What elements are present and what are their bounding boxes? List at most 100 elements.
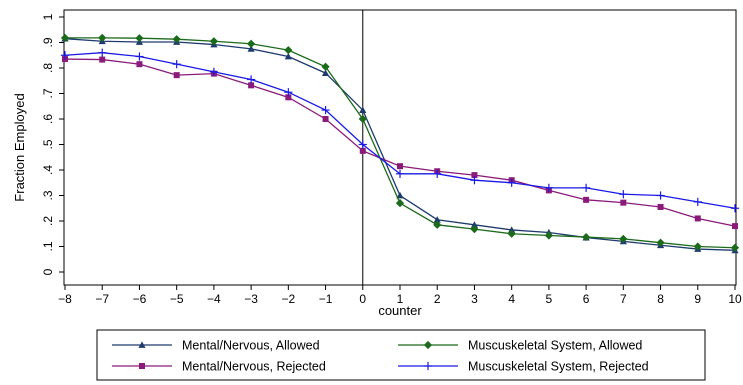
- x-tick-label: −5: [170, 292, 184, 306]
- data-point: [544, 183, 553, 192]
- legend-label: Muscuskeletal System, Rejected: [468, 360, 649, 374]
- legend-item: Muscuskeletal System, Rejected: [398, 360, 649, 374]
- series-line: [64, 38, 736, 251]
- data-point: [730, 204, 740, 213]
- x-tick-label: 4: [508, 292, 515, 306]
- y-tick-label: .6: [41, 114, 55, 124]
- legend-label: Mental/Nervous, Rejected: [182, 360, 326, 374]
- x-tick-label: 3: [471, 292, 478, 306]
- x-tick-label: −2: [281, 292, 295, 306]
- y-tick-label: .2: [41, 216, 55, 226]
- data-point: [470, 176, 479, 185]
- data-point: [582, 232, 591, 242]
- data-point: [99, 56, 106, 63]
- data-point: [619, 234, 628, 243]
- series-1: [60, 33, 740, 252]
- data-point: [395, 199, 405, 208]
- x-tick-label: 9: [694, 292, 701, 306]
- data-point: [619, 190, 628, 199]
- data-point: [693, 197, 702, 206]
- data-point: [395, 169, 405, 178]
- data-point: [694, 215, 701, 222]
- x-tick-label: 7: [620, 292, 627, 306]
- legend-label: Mental/Nervous, Allowed: [182, 339, 320, 353]
- plot-frame: [63, 9, 737, 286]
- y-axis-label: Fraction Employed: [12, 93, 27, 201]
- data-point: [358, 114, 367, 124]
- data-point: [321, 69, 330, 76]
- data-point: [732, 223, 738, 230]
- x-axis-label: counter: [378, 303, 422, 318]
- data-point: [656, 238, 665, 247]
- x-tick-label: −4: [207, 292, 221, 306]
- data-point: [693, 242, 702, 251]
- y-tick-label: .8: [41, 63, 55, 73]
- legend-box: [96, 329, 706, 381]
- x-tick-label: 0: [359, 292, 366, 306]
- data-point: [172, 60, 181, 69]
- x-tick-label: 6: [583, 292, 590, 306]
- data-point: [359, 106, 367, 113]
- data-point: [433, 169, 442, 178]
- legend-item: Mental/Nervous, Rejected: [112, 360, 326, 374]
- legend-marker: [423, 340, 433, 350]
- data-point: [507, 178, 516, 187]
- data-point: [657, 203, 664, 210]
- x-tick-label: −3: [244, 292, 258, 306]
- y-tick-label: .3: [41, 190, 55, 200]
- legend: Mental/Nervous, Allowed Muscuskeletal Sys…: [96, 329, 706, 381]
- series-0: [61, 35, 739, 254]
- x-tick-label: −7: [95, 292, 109, 306]
- data-point: [656, 191, 665, 200]
- data-point: [397, 163, 403, 170]
- data-point: [209, 67, 218, 76]
- x-tick-label: −6: [133, 292, 147, 306]
- legend-marker: [139, 363, 145, 369]
- series-line: [65, 37, 736, 249]
- x-tick-label: −8: [58, 292, 72, 306]
- legend-marker: [138, 341, 146, 348]
- data-point: [135, 34, 144, 43]
- data-point: [433, 216, 441, 223]
- y-tick-label: .7: [41, 88, 55, 98]
- legend-item: Muscuskeletal System, Allowed: [398, 339, 642, 353]
- data-point: [321, 105, 330, 115]
- y-tick-label: .1: [41, 241, 55, 251]
- data-point: [358, 140, 367, 149]
- data-point: [583, 196, 590, 203]
- x-tick-label: 1: [397, 292, 404, 306]
- x-tick-label: −1: [319, 292, 333, 306]
- series-layer: [60, 33, 740, 254]
- data-point: [396, 191, 404, 199]
- data-point: [136, 61, 143, 68]
- data-point: [359, 147, 366, 154]
- data-point: [285, 94, 292, 101]
- legend-item: Mental/Nervous, Allowed: [112, 339, 320, 353]
- data-point: [98, 33, 107, 43]
- legend-marker: [423, 361, 433, 371]
- data-point: [470, 221, 479, 228]
- data-point: [98, 48, 107, 57]
- data-point: [321, 62, 330, 71]
- data-point: [284, 88, 293, 97]
- data-point: [471, 172, 478, 179]
- data-point: [507, 229, 516, 238]
- data-point: [508, 226, 516, 233]
- data-point: [322, 116, 329, 122]
- legend-label: Muscuskeletal System, Allowed: [468, 339, 642, 353]
- data-point: [433, 220, 442, 229]
- data-point: [135, 52, 144, 61]
- data-point: [209, 37, 218, 46]
- data-point: [620, 199, 627, 206]
- y-tick-label: .5: [41, 139, 55, 149]
- y-tick-label: 1: [41, 13, 55, 20]
- x-tick-label: 2: [434, 292, 441, 306]
- data-point: [284, 46, 293, 55]
- data-point: [60, 33, 70, 43]
- axes: 0 .1 .2 .3 .4 .5 .6 .7 .8 .9 1 −8 −7 −6 −5 −4 −3 −2 −1 0 1 2 3…: [41, 9, 742, 306]
- y-tick-label: 0: [41, 268, 55, 275]
- data-point: [582, 183, 591, 192]
- y-tick-label: .9: [41, 37, 55, 47]
- data-point: [284, 52, 292, 60]
